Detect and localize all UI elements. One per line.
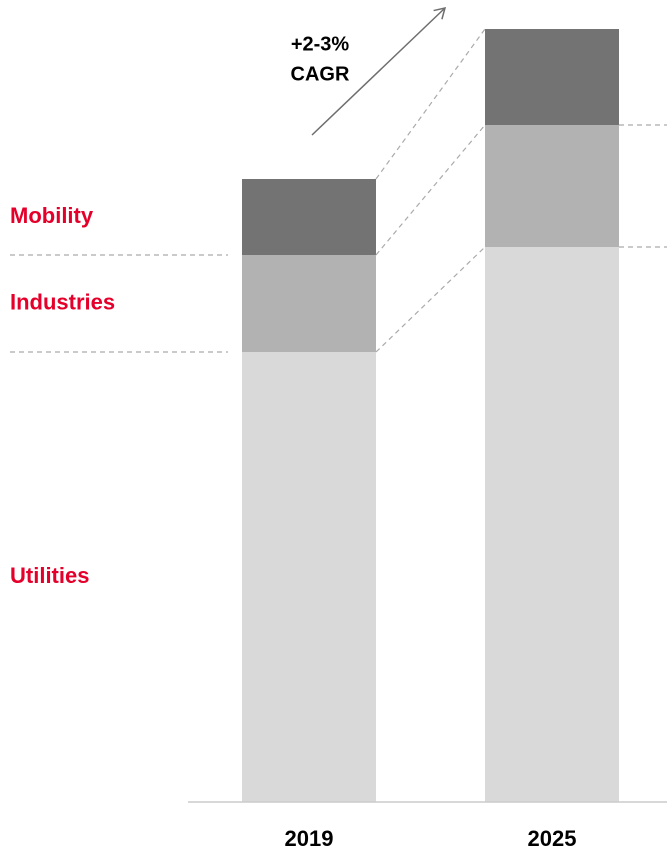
x-tick-label: 2025 — [528, 826, 577, 851]
bar-segment — [485, 125, 619, 247]
legend-label: Mobility — [10, 203, 94, 228]
connector — [375, 246, 486, 353]
bar-segment — [485, 29, 619, 125]
growth-arrow — [311, 6, 447, 136]
annotation: +2-3% — [291, 33, 350, 55]
bar-segment — [242, 352, 376, 802]
connector — [375, 28, 486, 180]
legend-label: Utilities — [10, 563, 89, 588]
annotation: CAGR — [291, 63, 350, 85]
bar-segment — [242, 255, 376, 352]
legend-label: Industries — [10, 289, 115, 314]
x-tick-label: 2019 — [285, 826, 334, 851]
connector — [375, 124, 486, 256]
bar-segment — [242, 179, 376, 255]
bar-segment — [485, 247, 619, 802]
